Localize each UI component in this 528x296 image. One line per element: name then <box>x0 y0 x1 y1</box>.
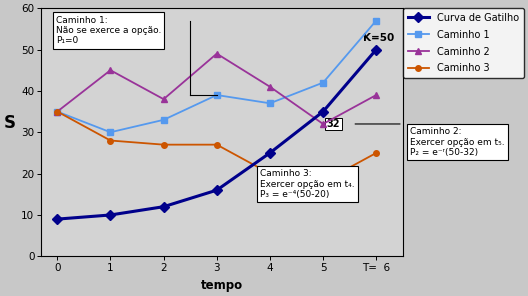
Caminho 2 <box>373 93 380 97</box>
Text: 32: 32 <box>327 119 341 129</box>
Line: Caminho 2: Caminho 2 <box>54 50 380 128</box>
Caminho 2 <box>267 85 273 89</box>
Text: Caminho 3:
Exercer opção em t₄.
P₃ = e⁻⁴(50-20): Caminho 3: Exercer opção em t₄. P₃ = e⁻⁴… <box>260 170 355 199</box>
Caminho 3 <box>373 151 380 155</box>
Curva de Gatilho <box>373 48 380 51</box>
Line: Caminho 1: Caminho 1 <box>54 18 379 135</box>
Caminho 2 <box>54 110 61 113</box>
Caminho 3 <box>161 143 167 147</box>
Text: K=50: K=50 <box>363 33 394 43</box>
Curva de Gatilho <box>54 217 61 221</box>
Caminho 2 <box>161 97 167 101</box>
Caminho 3 <box>267 172 273 176</box>
Caminho 1 <box>161 118 167 122</box>
Caminho 3 <box>54 110 61 113</box>
X-axis label: tempo: tempo <box>201 279 243 292</box>
Caminho 1 <box>373 19 380 22</box>
Caminho 1 <box>54 110 61 113</box>
Line: Caminho 3: Caminho 3 <box>54 109 379 185</box>
Y-axis label: S: S <box>4 114 16 132</box>
Caminho 2 <box>320 122 326 126</box>
Caminho 2 <box>107 68 114 72</box>
Text: Caminho 2:
Exercer opção em t₅.
P₂ = e⁻ʳ(50-32): Caminho 2: Exercer opção em t₅. P₂ = e⁻ʳ… <box>410 127 505 157</box>
Text: Caminho 1:
Não se exerce a opção.
P₁=0: Caminho 1: Não se exerce a opção. P₁=0 <box>56 16 161 45</box>
Caminho 1 <box>214 93 220 97</box>
Curva de Gatilho <box>267 151 273 155</box>
Line: Curva de Gatilho: Curva de Gatilho <box>54 46 380 223</box>
Caminho 3 <box>214 143 220 147</box>
Caminho 2 <box>214 52 220 55</box>
Caminho 3 <box>107 139 114 142</box>
Caminho 3 <box>320 180 326 184</box>
Caminho 1 <box>320 81 326 84</box>
Caminho 1 <box>107 131 114 134</box>
Curva de Gatilho <box>161 205 167 208</box>
Caminho 1 <box>267 102 273 105</box>
Curva de Gatilho <box>107 213 114 217</box>
Text: 20: 20 <box>274 169 287 178</box>
Legend: Curva de Gatilho, Caminho 1, Caminho 2, Caminho 3: Curva de Gatilho, Caminho 1, Caminho 2, … <box>403 8 524 78</box>
Curva de Gatilho <box>320 110 326 113</box>
Curva de Gatilho <box>214 188 220 192</box>
